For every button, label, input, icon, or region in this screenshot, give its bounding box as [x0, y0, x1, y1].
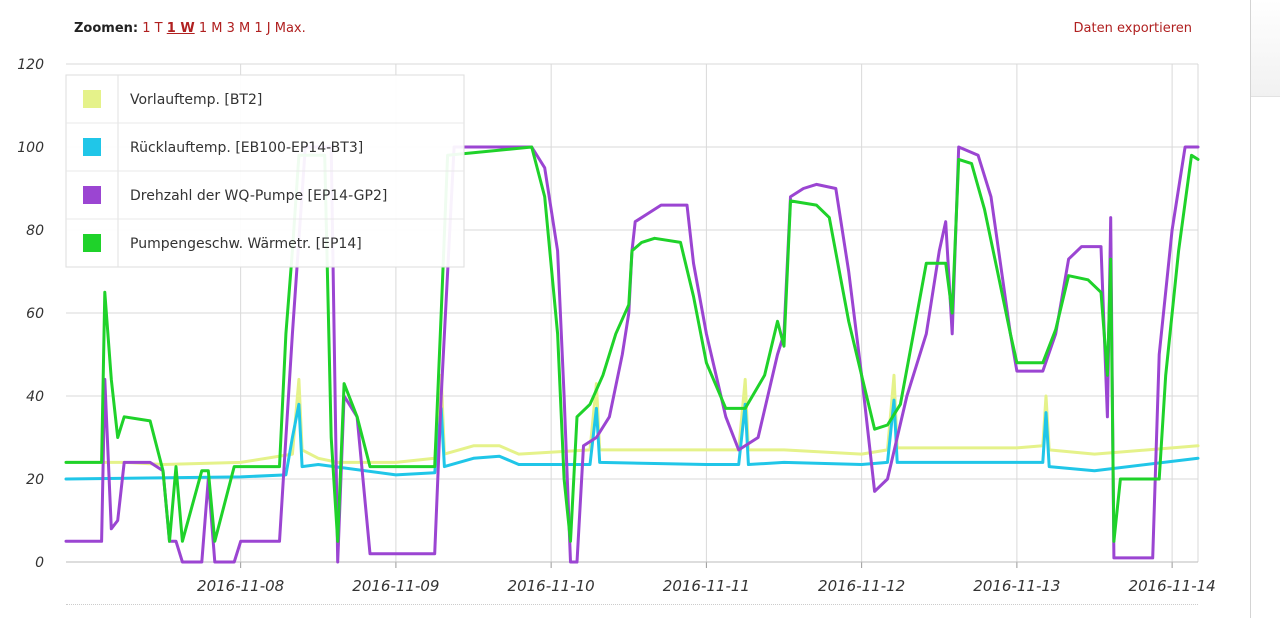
zoom-options: 1 T 1 W 1 M 3 M 1 J Max. — [142, 21, 306, 36]
export-data-link[interactable]: Daten exportieren — [1073, 21, 1192, 36]
zoom-option[interactable]: Max. — [274, 21, 306, 36]
right-side-panel — [1250, 0, 1280, 618]
series-line — [64, 145, 1200, 564]
legend-swatch — [83, 138, 101, 156]
x-tick-label: 2016-11-13 — [973, 577, 1060, 595]
y-tick-label: 120 — [17, 57, 44, 73]
zoom-option[interactable]: 1 W — [166, 21, 195, 36]
legend-label: Rücklauftemp. [EB100-EP14-BT3] — [130, 140, 363, 156]
x-tick-label: 2016-11-08 — [197, 577, 284, 595]
legend-label: Pumpengeschw. Wärmetr. [EP14] — [130, 236, 362, 252]
zoom-toolbar: Zoomen: 1 T 1 W 1 M 3 M 1 J Max. Daten e… — [74, 19, 1192, 39]
y-tick-label: 0 — [35, 555, 44, 571]
legend-swatch — [83, 90, 101, 108]
y-tick-label: 20 — [26, 472, 44, 488]
chart-legend: Vorlauftemp. [BT2] Rücklauftemp. [EB100-E… — [65, 74, 465, 268]
legend-label: Drehzahl der WQ-Pumpe [EP14-GP2] — [130, 188, 387, 204]
zoom-option[interactable]: 1 M — [198, 21, 223, 36]
x-tick-label: 2016-11-14 — [1129, 577, 1216, 595]
zoom-label: Zoomen: — [74, 21, 139, 36]
series-line — [64, 145, 1200, 543]
bottom-divider — [66, 604, 1198, 605]
x-tick-label: 2016-11-10 — [508, 577, 595, 595]
right-panel-header — [1251, 0, 1280, 97]
y-tick-label: 100 — [17, 140, 44, 156]
legend-label: Vorlauftemp. [BT2] — [130, 92, 262, 108]
x-tick-label: 2016-11-11 — [663, 577, 750, 595]
zoom-option[interactable]: 1 T — [142, 21, 163, 36]
y-tick-label: 40 — [26, 389, 44, 405]
legend-swatch — [83, 186, 101, 204]
y-tick-label: 80 — [26, 223, 44, 239]
x-tick-label: 2016-11-12 — [818, 577, 905, 595]
line-chart: 0 20 40 60 80 100 120 2016-11-08 2016-11-09 2016-… — [17, 57, 1216, 595]
zoom-option[interactable]: 3 M — [226, 21, 251, 36]
x-tick-label: 2016-11-09 — [352, 577, 439, 595]
legend-swatch — [83, 234, 101, 252]
zoom-option[interactable]: 1 J — [254, 21, 271, 36]
series-line — [64, 373, 1200, 466]
y-tick-label: 60 — [26, 306, 44, 322]
